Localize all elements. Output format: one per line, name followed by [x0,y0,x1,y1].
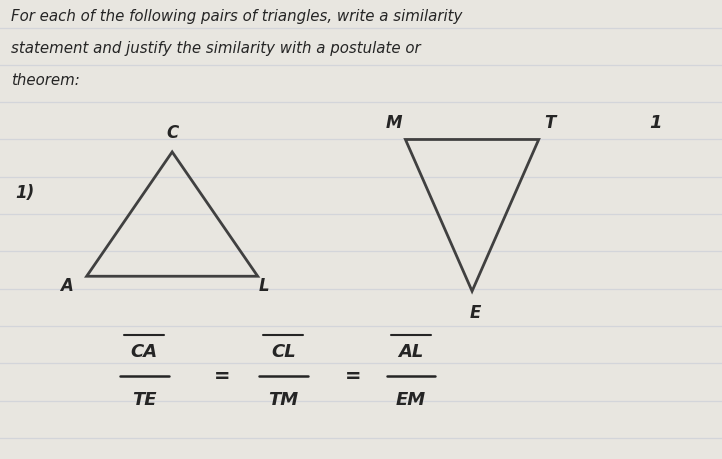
Text: statement and justify the similarity with a postulate or: statement and justify the similarity wit… [11,41,421,56]
Text: M: M [386,114,403,132]
Text: =: = [214,366,230,386]
Text: AL: AL [399,342,424,360]
Text: CA: CA [131,342,158,360]
Text: C: C [166,124,178,142]
Text: For each of the following pairs of triangles, write a similarity: For each of the following pairs of trian… [11,9,463,23]
Text: theorem:: theorem: [11,73,80,88]
Text: L: L [259,276,270,294]
Text: A: A [60,276,73,294]
Text: CL: CL [271,342,295,360]
Text: T: T [544,114,555,132]
Text: EM: EM [396,391,426,409]
Text: TE: TE [132,391,157,409]
Text: E: E [470,304,481,322]
Text: =: = [345,366,362,386]
Text: 1: 1 [649,114,661,132]
Text: TM: TM [268,391,298,409]
Text: 1): 1) [15,183,34,201]
